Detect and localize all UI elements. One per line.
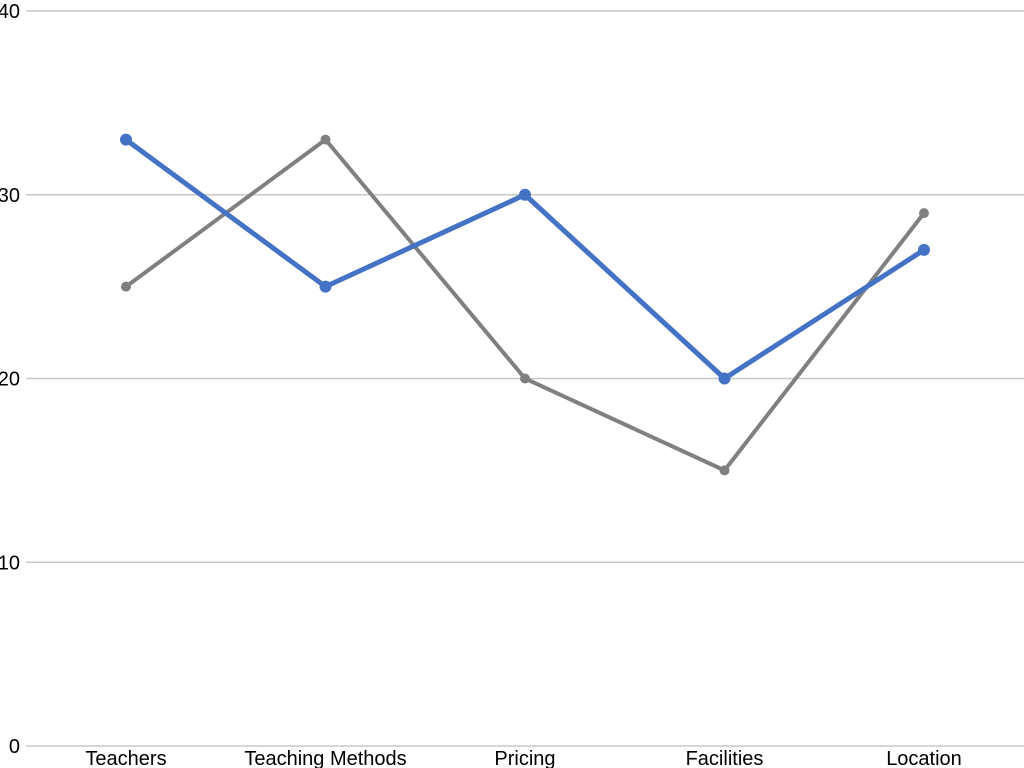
data-point: [919, 208, 929, 219]
series-lines: [120, 133, 930, 476]
series-2: [121, 134, 929, 476]
data-point: [520, 373, 530, 384]
series-1: [120, 133, 930, 385]
y-tick-label: 40: [0, 1, 20, 23]
y-tick-label: 30: [0, 185, 20, 207]
data-point: [320, 134, 331, 145]
series-line: [123, 137, 927, 381]
x-tick-label: Teaching Methods: [244, 748, 406, 768]
y-axis-labels: 0 10 20 30 40: [0, 1, 20, 758]
data-point: [121, 281, 131, 292]
data-point: [718, 372, 731, 385]
x-tick-label: Facilities: [686, 748, 764, 768]
data-point: [918, 243, 930, 256]
data-point: [319, 280, 332, 293]
data-point: [719, 465, 730, 476]
x-tick-label: Teachers: [85, 748, 166, 768]
x-axis-labels: Teachers Teaching Methods Pricing Facilitie…: [85, 748, 961, 768]
x-tick-label: Pricing: [494, 748, 555, 768]
y-tick-label: 20: [0, 369, 20, 391]
x-tick-label: Location: [886, 748, 962, 768]
y-tick-label: 10: [0, 552, 20, 574]
data-point: [519, 188, 531, 201]
data-point: [120, 133, 132, 146]
y-tick-label: 0: [9, 736, 20, 758]
